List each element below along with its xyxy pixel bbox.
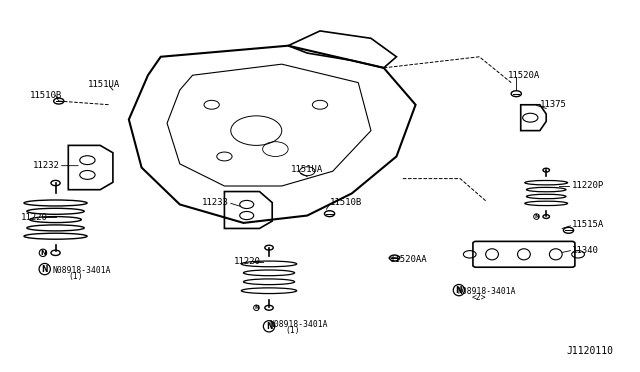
Text: 11220: 11220 [20, 213, 47, 222]
Circle shape [543, 215, 550, 218]
Text: (1): (1) [68, 272, 83, 281]
Circle shape [511, 91, 522, 97]
Text: 11232: 11232 [33, 161, 60, 170]
Circle shape [265, 305, 273, 310]
Text: N08918-3401A: N08918-3401A [457, 287, 515, 296]
Text: N: N [266, 322, 272, 331]
Text: 11220P: 11220P [572, 182, 604, 190]
Circle shape [563, 227, 573, 233]
Text: N: N [42, 264, 48, 273]
Circle shape [543, 168, 550, 172]
Text: 11220: 11220 [234, 257, 261, 266]
Circle shape [324, 211, 335, 217]
Text: 1151UA: 1151UA [291, 165, 324, 174]
Text: 11510B: 11510B [330, 198, 362, 207]
Circle shape [51, 250, 60, 256]
Text: 11340: 11340 [572, 246, 598, 255]
Text: N08918-3401A: N08918-3401A [52, 266, 111, 275]
Text: N08918-3401A: N08918-3401A [269, 320, 328, 329]
Text: 11515A: 11515A [572, 220, 604, 229]
Text: J1120110: J1120110 [566, 346, 613, 356]
Circle shape [265, 245, 273, 250]
Text: 1151UA: 1151UA [88, 80, 120, 89]
Text: 11510B: 11510B [30, 91, 62, 100]
Text: 11233: 11233 [202, 198, 229, 207]
Circle shape [54, 98, 64, 104]
Text: N: N [456, 286, 462, 295]
Text: N: N [254, 305, 259, 310]
Text: <2>: <2> [472, 293, 486, 302]
Text: 11375: 11375 [540, 100, 566, 109]
Text: N: N [534, 214, 539, 219]
Text: N: N [40, 250, 46, 256]
Text: 11520A: 11520A [508, 71, 540, 80]
Text: 11520AA: 11520AA [390, 255, 428, 264]
Circle shape [390, 255, 399, 261]
Text: (1): (1) [285, 326, 300, 335]
